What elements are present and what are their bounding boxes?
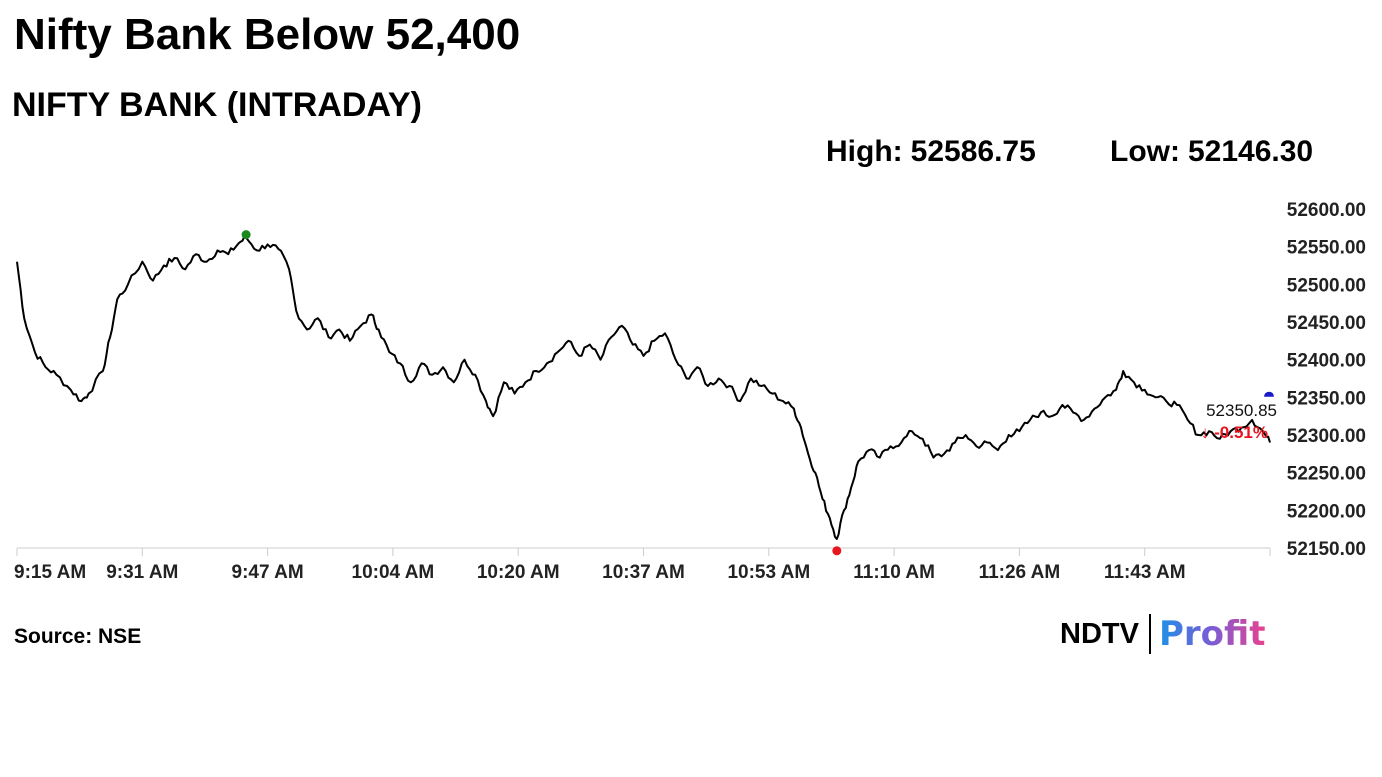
y-tick-label: 52300.00 <box>1287 426 1366 447</box>
low-stat: Low: 52146.30 <box>1110 135 1313 169</box>
x-tick-label: 10:53 AM <box>727 562 810 583</box>
intraday-line-chart: 9:15 AM 9:31 AM 9:47 AM 10:04 AM 10:20 AM 10:… <box>14 200 1366 583</box>
change-percent-label: ↓ -0.51% <box>1201 423 1268 442</box>
low-value: 52146.30 <box>1187 135 1314 168</box>
y-tick-label: 52450.00 <box>1287 313 1366 334</box>
x-tick-label: 10:37 AM <box>602 562 685 583</box>
x-tick-label: 11:26 AM <box>979 562 1061 583</box>
y-tick-label: 52150.00 <box>1287 539 1366 560</box>
ndtv-profit-logo: NDTV Profit <box>1060 612 1265 656</box>
x-tick-label: 10:04 AM <box>352 562 435 583</box>
x-tick-label: 10:20 AM <box>477 562 560 583</box>
y-tick-label: 52250.00 <box>1287 464 1366 485</box>
x-tick-label: 9:15 AM <box>14 562 86 583</box>
y-tick-label: 52500.00 <box>1287 275 1366 296</box>
low-label: Low: <box>1110 135 1180 168</box>
last-value-label: 52350.85 <box>1206 401 1277 420</box>
high-label: High: <box>826 135 903 168</box>
logo-ndtv-text: NDTV <box>1060 617 1139 650</box>
y-tick-label: 52550.00 <box>1287 238 1366 259</box>
y-tick-label: 52600.00 <box>1287 200 1366 221</box>
x-tick-label: 9:31 AM <box>106 562 178 583</box>
logo-profit-text: Profit <box>1158 614 1266 654</box>
high-value: 52586.75 <box>910 135 1036 168</box>
price-line <box>16 235 1271 540</box>
chart-subtitle: NIFTY BANK (INTRADAY) <box>12 86 422 124</box>
y-tick-label: 52200.00 <box>1287 501 1366 522</box>
x-tick-label: 11:43 AM <box>1104 562 1186 583</box>
y-tick-label: 52400.00 <box>1287 351 1366 372</box>
y-tick-label: 52350.00 <box>1287 388 1366 409</box>
source-note: Source: NSE <box>14 625 142 648</box>
logo-divider <box>1148 614 1151 654</box>
high-stat: High: 52586.75 <box>826 135 1036 169</box>
low-point-marker <box>832 546 842 556</box>
high-point-marker <box>241 230 251 240</box>
x-tick-label: 9:47 AM <box>232 562 304 583</box>
x-tick-label: 11:10 AM <box>853 562 935 583</box>
headline: Nifty Bank Below 52,400 <box>14 10 521 59</box>
last-value-marker <box>1264 391 1274 397</box>
